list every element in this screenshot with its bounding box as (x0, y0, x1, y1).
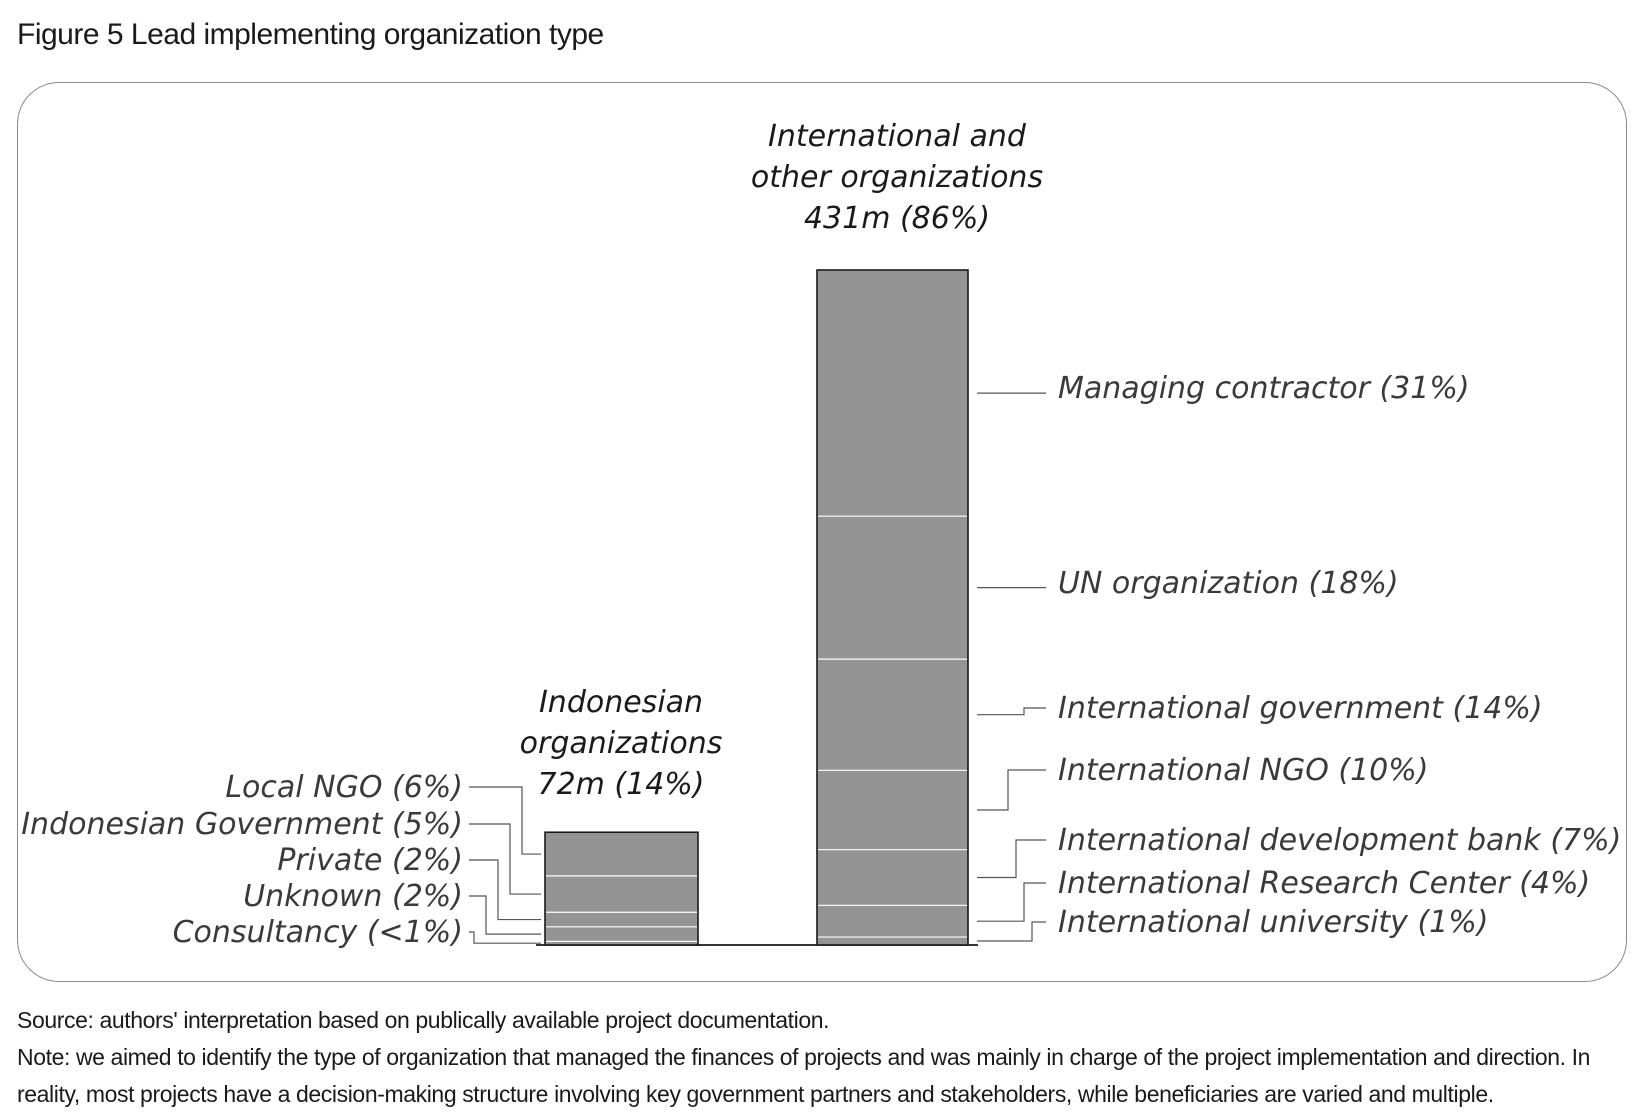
leader-line (469, 931, 541, 944)
leader-line (977, 839, 1046, 879)
leader-line (977, 769, 1046, 811)
leader-line (469, 823, 541, 895)
label-un-organization: UN organization (18%) (1058, 566, 1399, 601)
label-international-university: International university (1%) (1058, 905, 1488, 940)
segment-international-development-bank (818, 850, 967, 906)
bar-indonesian (544, 831, 699, 946)
leader-line (469, 859, 541, 921)
leader-line (977, 882, 1046, 922)
label-managing-contractor: Managing contractor (31%) (1058, 371, 1470, 406)
bar-title-international: 431m (86%) (804, 201, 990, 236)
segment-international-university (818, 937, 967, 945)
segment-international-government (818, 659, 967, 770)
chart-frame (17, 82, 1627, 982)
bar-title-international: International and (768, 119, 1027, 154)
label-consultancy: Consultancy (<1%) (173, 915, 463, 950)
source-note: Source: authors' interpretation based on… (17, 1007, 830, 1033)
leader-line (469, 895, 541, 935)
bar-international (816, 269, 969, 946)
segment-local-ngo (546, 832, 697, 876)
segment-private (546, 912, 697, 927)
methodology-note: Note: we aimed to identify the type of o… (17, 1044, 1590, 1107)
leader-line (977, 707, 1046, 716)
label-indonesian-government: Indonesian Government (5%) (21, 807, 463, 842)
label-local-ngo: Local NGO (6%) (225, 770, 463, 805)
bar-title-indonesian: 72m (14%) (537, 767, 704, 802)
label-international-research-center: International Research Center (4%) (1058, 866, 1590, 901)
label-international-government: International government (14%) (1058, 691, 1543, 726)
segment-un-organization (818, 516, 967, 659)
label-unknown: Unknown (2%) (243, 879, 463, 914)
bar-title-indonesian: organizations (520, 726, 723, 761)
segment-international-research-center (818, 905, 967, 937)
bar-title-indonesian: Indonesian (539, 685, 703, 720)
label-international-development-bank: International development bank (7%) (1058, 823, 1621, 858)
figure-title: Figure 5 Lead implementing organization … (17, 18, 604, 51)
label-private: Private (2%) (277, 843, 463, 878)
segment-managing-contractor (818, 270, 967, 516)
stacked-bar-chart: Local NGO (6%)Indonesian Government (5%)… (21, 119, 1621, 950)
leader-line (977, 921, 1046, 942)
bar-title-international: other organizations (751, 160, 1043, 195)
segment-international-ngo (818, 770, 967, 849)
label-international-ngo: International NGO (10%) (1058, 753, 1428, 788)
segment-unknown (546, 927, 697, 942)
leader-line (469, 786, 541, 855)
segment-indonesian-government (546, 876, 697, 912)
